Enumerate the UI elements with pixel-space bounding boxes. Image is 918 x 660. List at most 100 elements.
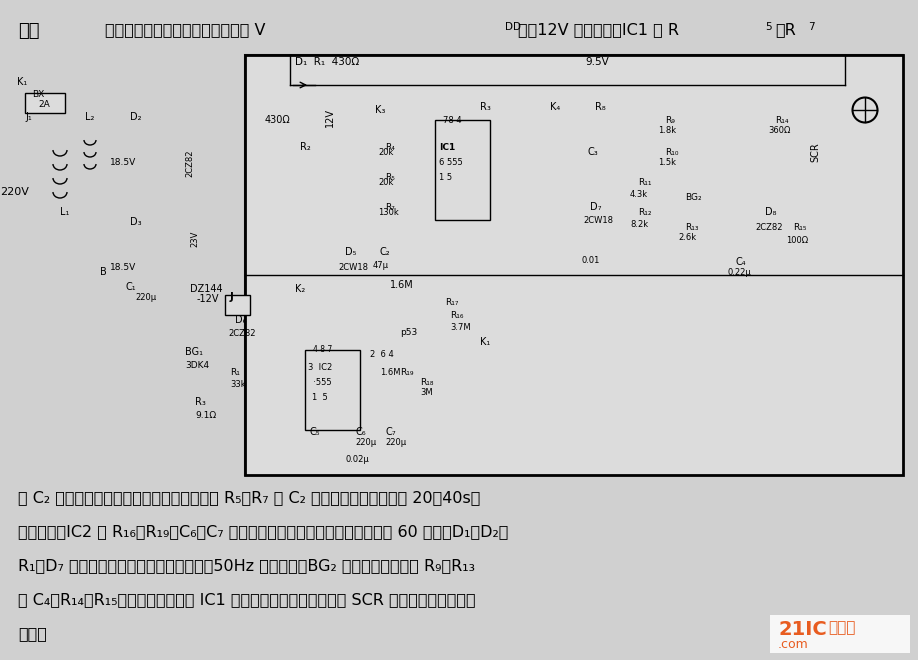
Text: -12V: -12V — [197, 294, 219, 304]
Text: 2CZ82: 2CZ82 — [228, 329, 255, 338]
Bar — [305, 350, 360, 430]
Text: 3DK4: 3DK4 — [185, 361, 209, 370]
Text: 18.5V: 18.5V — [110, 263, 136, 272]
Text: R₃: R₃ — [480, 102, 491, 112]
Text: BX: BX — [32, 90, 44, 99]
Text: R₁₆: R₁₆ — [450, 311, 464, 320]
Text: L₁: L₁ — [60, 207, 70, 217]
Text: 2CW18: 2CW18 — [583, 216, 613, 225]
Text: R₁、D₇ 组成过零梯形波发生器。梯形波与50Hz 电源同步。BG₂ 为双基极三极管与 R₉～R₁₃: R₁、D₇ 组成过零梯形波发生器。梯形波与50Hz 电源同步。BG₂ 为双基极三… — [18, 558, 476, 573]
Text: R₁₄: R₁₄ — [775, 116, 789, 125]
Text: 47μ: 47μ — [373, 261, 389, 270]
Text: 2A: 2A — [38, 100, 50, 109]
Text: 5: 5 — [765, 22, 772, 32]
Text: 220V: 220V — [0, 187, 28, 197]
Text: D₅: D₅ — [345, 247, 356, 257]
Text: K₄: K₄ — [550, 102, 560, 112]
Text: 360Ω: 360Ω — [768, 126, 790, 135]
Text: C₅: C₅ — [310, 427, 320, 437]
Text: 3.7M: 3.7M — [450, 323, 471, 332]
Text: K₁: K₁ — [480, 337, 490, 347]
Text: R₁₉: R₁₉ — [400, 368, 413, 377]
Text: C₁: C₁ — [125, 282, 136, 292]
Text: L₂: L₂ — [85, 112, 95, 122]
Text: R₁₁: R₁₁ — [638, 178, 652, 187]
Text: R₁₀: R₁₀ — [665, 148, 678, 157]
Text: DD: DD — [505, 22, 521, 32]
Text: p53: p53 — [400, 328, 418, 337]
Text: 换档可调。IC2 和 R₁₆～R₁₉、C₆、C₇ 等组成开机延时电路，最大延时时间达 60 分钟。D₁、D₂、: 换档可调。IC2 和 R₁₆～R₁₉、C₆、C₇ 等组成开机延时电路，最大延时时… — [18, 524, 509, 539]
Text: R₈: R₈ — [595, 102, 606, 112]
Text: 78 4: 78 4 — [443, 116, 462, 125]
Text: C₃: C₃ — [588, 147, 599, 157]
Text: R₄: R₄ — [385, 143, 395, 152]
Text: 430Ω: 430Ω — [265, 115, 291, 125]
Text: BG₂: BG₂ — [685, 193, 701, 202]
Text: 0.01: 0.01 — [581, 256, 599, 265]
Text: R₃: R₃ — [195, 397, 206, 407]
Text: R₁₇: R₁₇ — [445, 298, 458, 307]
Text: 18.5V: 18.5V — [110, 158, 136, 167]
Text: B: B — [100, 267, 106, 277]
Text: K₁: K₁ — [17, 77, 28, 87]
Text: 7: 7 — [808, 22, 814, 32]
Text: C₂: C₂ — [380, 247, 391, 257]
Text: ·555: ·555 — [308, 378, 331, 387]
Bar — [245, 55, 903, 475]
Text: 0.02μ: 0.02μ — [345, 455, 369, 464]
Text: K₂: K₂ — [295, 284, 306, 294]
Text: R₇: R₇ — [385, 203, 395, 212]
Text: 风速。: 风速。 — [18, 626, 47, 641]
Bar — [435, 120, 490, 220]
Text: 8.2k: 8.2k — [630, 220, 648, 229]
Text: D₇: D₇ — [590, 202, 601, 212]
Text: R₁₅: R₁₅ — [793, 223, 807, 232]
Text: R₁₈: R₁₈ — [420, 378, 433, 387]
Text: .com: .com — [778, 638, 809, 651]
Text: 所示，降压整流电路为控制器提供 V: 所示，降压整流电路为控制器提供 V — [105, 22, 265, 37]
Text: 2CZ82: 2CZ82 — [755, 223, 782, 232]
Text: 6 555: 6 555 — [439, 158, 463, 167]
Text: 220μ: 220μ — [135, 293, 156, 302]
Text: 4 8 7: 4 8 7 — [313, 345, 332, 354]
Text: 2CZ82: 2CZ82 — [185, 150, 194, 177]
Text: DZ144: DZ144 — [190, 284, 223, 294]
Text: ＝＋12V 工作电压。IC1 和 R: ＝＋12V 工作电压。IC1 和 R — [518, 22, 679, 37]
Text: 及 C₄、R₁₄、R₁₅构成张弛振荡器受 IC1 输出方波控制，也就控制了 SCR 的导通角，从而改变: 及 C₄、R₁₄、R₁₅构成张弛振荡器受 IC1 输出方波控制，也就控制了 SC… — [18, 592, 476, 607]
Text: 1.6M: 1.6M — [380, 368, 400, 377]
Text: 电子网: 电子网 — [828, 620, 856, 635]
Text: J₁: J₁ — [25, 112, 32, 122]
Bar — [770, 615, 910, 653]
Text: D₂: D₂ — [130, 112, 141, 122]
Text: 1.8k: 1.8k — [658, 126, 677, 135]
Text: R₁₃: R₁₃ — [685, 223, 699, 232]
Text: SCR: SCR — [810, 143, 820, 162]
Bar — [245, 55, 903, 475]
Text: 1  5: 1 5 — [312, 393, 328, 402]
Text: R₁: R₁ — [230, 368, 240, 377]
Text: D₁  R₁  430Ω: D₁ R₁ 430Ω — [295, 57, 359, 67]
Text: C₆: C₆ — [355, 427, 365, 437]
Text: 9.1Ω: 9.1Ω — [195, 411, 216, 420]
Text: 1.6M: 1.6M — [390, 280, 414, 290]
Text: 20k: 20k — [378, 178, 394, 187]
Text: D₆: D₆ — [235, 315, 247, 325]
Text: ～R: ～R — [775, 22, 796, 37]
Text: 100Ω: 100Ω — [786, 236, 808, 245]
Text: 33k: 33k — [230, 380, 246, 389]
Text: 1 5: 1 5 — [439, 173, 453, 182]
Text: C₄: C₄ — [735, 257, 745, 267]
Text: R₅: R₅ — [385, 173, 395, 182]
Text: 220μ: 220μ — [385, 438, 406, 447]
Text: BG₁: BG₁ — [185, 347, 203, 357]
Text: 及 C₂ 构成无稳态多谐振荡器，其振荡周期由 R₅～R₇ 和 C₂ 决定，按图示参数约为 20～40s，: 及 C₂ 构成无稳态多谐振荡器，其振荡周期由 R₅～R₇ 和 C₂ 决定，按图示… — [18, 490, 480, 505]
Text: 23V: 23V — [190, 230, 199, 247]
Text: 2.6k: 2.6k — [678, 233, 696, 242]
Text: 2CW18: 2CW18 — [338, 263, 368, 272]
Text: K₃: K₃ — [375, 105, 386, 115]
Text: D₈: D₈ — [765, 207, 777, 217]
Text: 4.3k: 4.3k — [630, 190, 648, 199]
Text: R₉: R₉ — [665, 116, 675, 125]
Text: 0.22μ: 0.22μ — [727, 268, 751, 277]
Text: 20k: 20k — [378, 148, 394, 157]
